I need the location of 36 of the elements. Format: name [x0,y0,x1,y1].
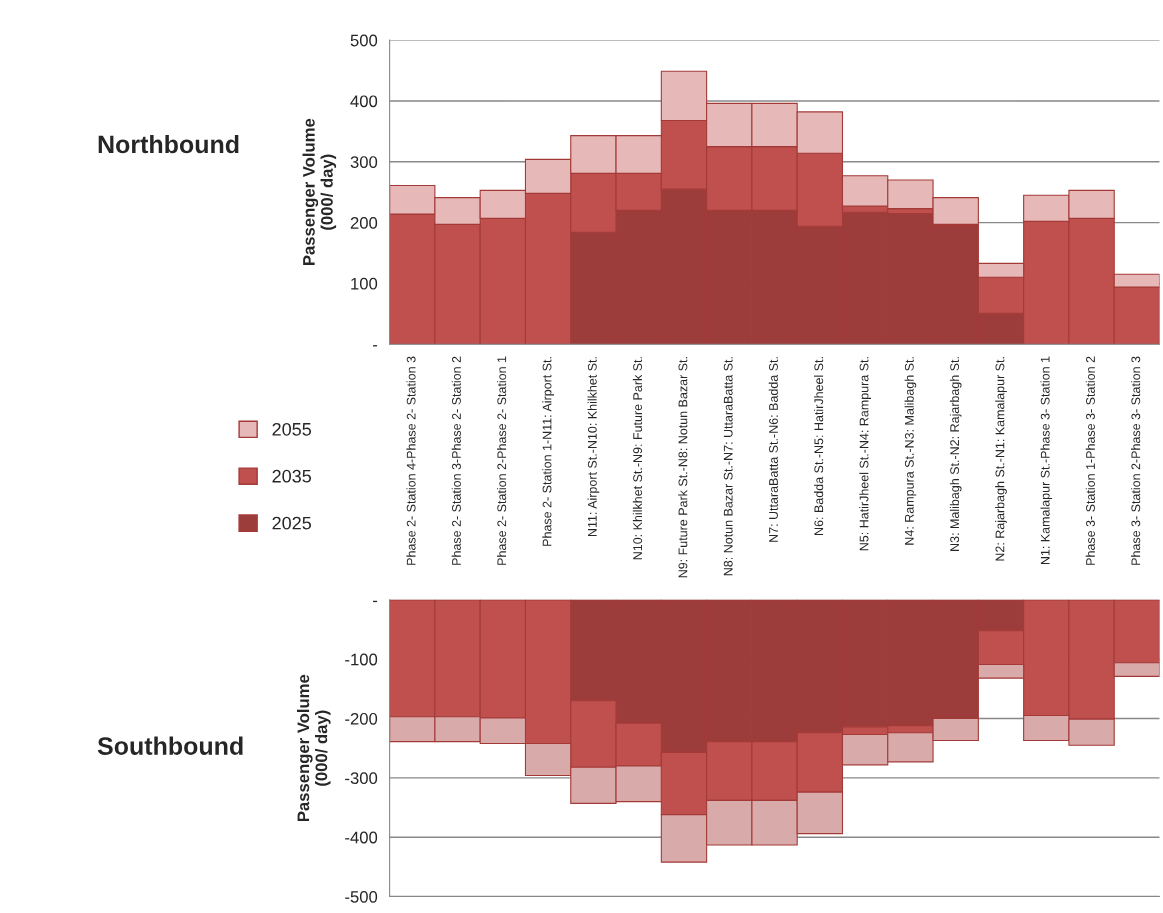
x-tick-label: Phase 2- Station 1-N11: Airport St. [542,357,554,546]
legend-label: 2055 [272,422,312,436]
x-tick-label: N9: Future Park St.-N8: Notun Bazar St. [678,357,688,578]
y-tick-label: 100 [351,277,378,290]
legend-label: 2035 [272,469,312,483]
x-tick-label: Phase 2- Station 2-Phase 2- Station 1 [497,356,507,565]
y-tick-label: -300 [345,772,378,785]
x-tick-label: N5: HatirJheel St.-N4: Rampura St. [859,357,871,551]
y-tick-label: -200 [345,712,378,725]
x-tick-label: N1: Kamalapur St.-Phase 3- Station 1 [1040,356,1053,565]
y-axis-title: Passenger Volume (000/ day) [302,118,337,266]
y-tick-label: 300 [350,156,378,168]
x-tick-label: Phase 2- Station 3-Phase 2- Station 2 [451,356,461,565]
y-axis-title: Passenger Volume (000/ day) [296,674,331,822]
y-tick-label: -500 [345,890,378,903]
x-tick-label: N11: Airport St.-N10: Khilkhet St. [587,357,600,537]
x-tick-label: N10: Khilkhet St.-N9: Future Park St. [632,357,643,560]
y-tick-label: 200 [350,216,378,229]
x-tick-label: N6: Badda St.-N5: HatirJheel St. [814,357,824,535]
text: Southbound [97,736,243,755]
y-tick-label: - [372,600,378,603]
x-tick-label: N7: UttaraBatta St.-N6: Badda St. [768,357,778,542]
text: Northbound [98,134,239,154]
y-tick-label: -400 [345,831,378,844]
x-tick-label: N2: Rajarbagh St.-N1: Kamalapur St. [995,357,1007,561]
legend-label: 2025 [272,516,312,530]
y-tick-label: - [372,345,378,347]
x-tick-label: Phase 3- Station 1-Phase 3- Station 2 [1085,356,1095,565]
x-tick-label: Phase 3- Station 2-Phase 3- Station 3 [1131,356,1141,565]
x-tick-label: N3: Malibagh St.-N2: Rajarbagh St. [949,357,962,551]
y-tick-label: 500 [350,34,378,47]
x-tick-label: Phase 2- Station 4-Phase 2- Station 3 [406,356,416,565]
x-tick-label: N4: Rampura St.-N3: Malibagh St. [904,357,917,545]
x-tick-label: N8: Notun Bazar St.-N7: UttaraBatta St. [723,357,733,576]
y-tick-label: 400 [350,95,378,108]
y-tick-label: -100 [345,653,378,666]
